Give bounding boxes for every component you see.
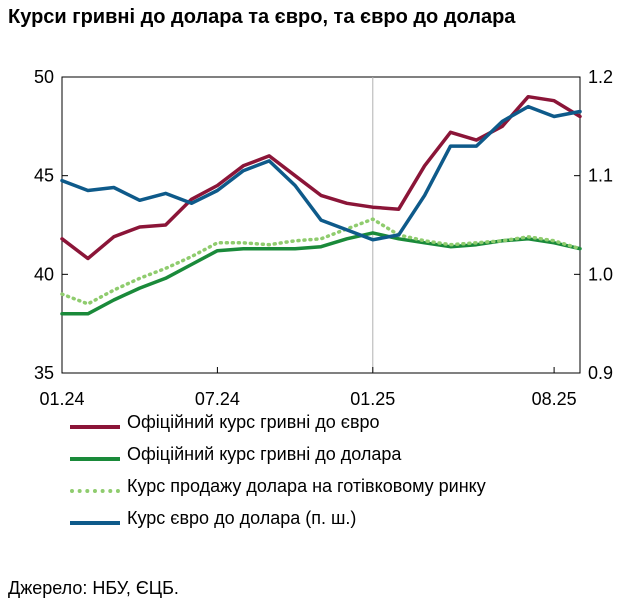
legend-label-eur-uah: Офіційний курс гривні до євро: [127, 412, 380, 432]
legend-label-cash-usd: Курс продажу долара на готівковому ринку: [127, 476, 486, 496]
source-note: Джерело: НБУ, ЄЦБ.: [8, 578, 179, 598]
legend-label-usd-uah: Офіційний курс гривні до долара: [127, 444, 402, 464]
y-left-tick-label: 40: [34, 264, 54, 284]
y-right-tick-label: 1.0: [588, 264, 613, 284]
x-tick-label: 08.25: [532, 389, 577, 409]
legend-swatch-cash-usd: [70, 489, 120, 493]
chart-title: Курси гривні до долара та євро, та євро …: [8, 6, 516, 28]
x-tick-label: 01.25: [350, 389, 395, 409]
series-line-2: [60, 217, 582, 306]
y-left-tick-label: 45: [34, 166, 54, 186]
y-left-tick-label: 50: [34, 67, 54, 87]
legend-swatch-eur-uah: [70, 425, 120, 429]
x-tick-label: 07.24: [195, 389, 240, 409]
y-right-tick-label: 1.1: [588, 166, 613, 186]
plot-frame: [61, 76, 581, 374]
line-chart: 35 40 45 50 0.9 1.0 1.1 1.2 01.24 07.24 01.25 08.25: [34, 67, 613, 409]
series-line-1: [60, 231, 582, 316]
legend-swatch-usd-uah: [70, 457, 120, 461]
legend-label-eur-usd: Курс євро до долара (п. ш.): [127, 508, 357, 528]
y-right-tick-label: 0.9: [588, 363, 613, 383]
y-right-tick-label: 1.2: [588, 67, 613, 87]
axes: 35 40 45 50 0.9 1.0 1.1 1.2 01.24 07.24 01.25 08.25: [34, 67, 613, 409]
series-line-3: [60, 104, 582, 242]
x-tick-label: 01.24: [39, 389, 84, 409]
legend-swatch-eur-usd: [70, 521, 120, 525]
y-left-tick-label: 35: [34, 363, 54, 383]
series-lines: [60, 94, 582, 316]
